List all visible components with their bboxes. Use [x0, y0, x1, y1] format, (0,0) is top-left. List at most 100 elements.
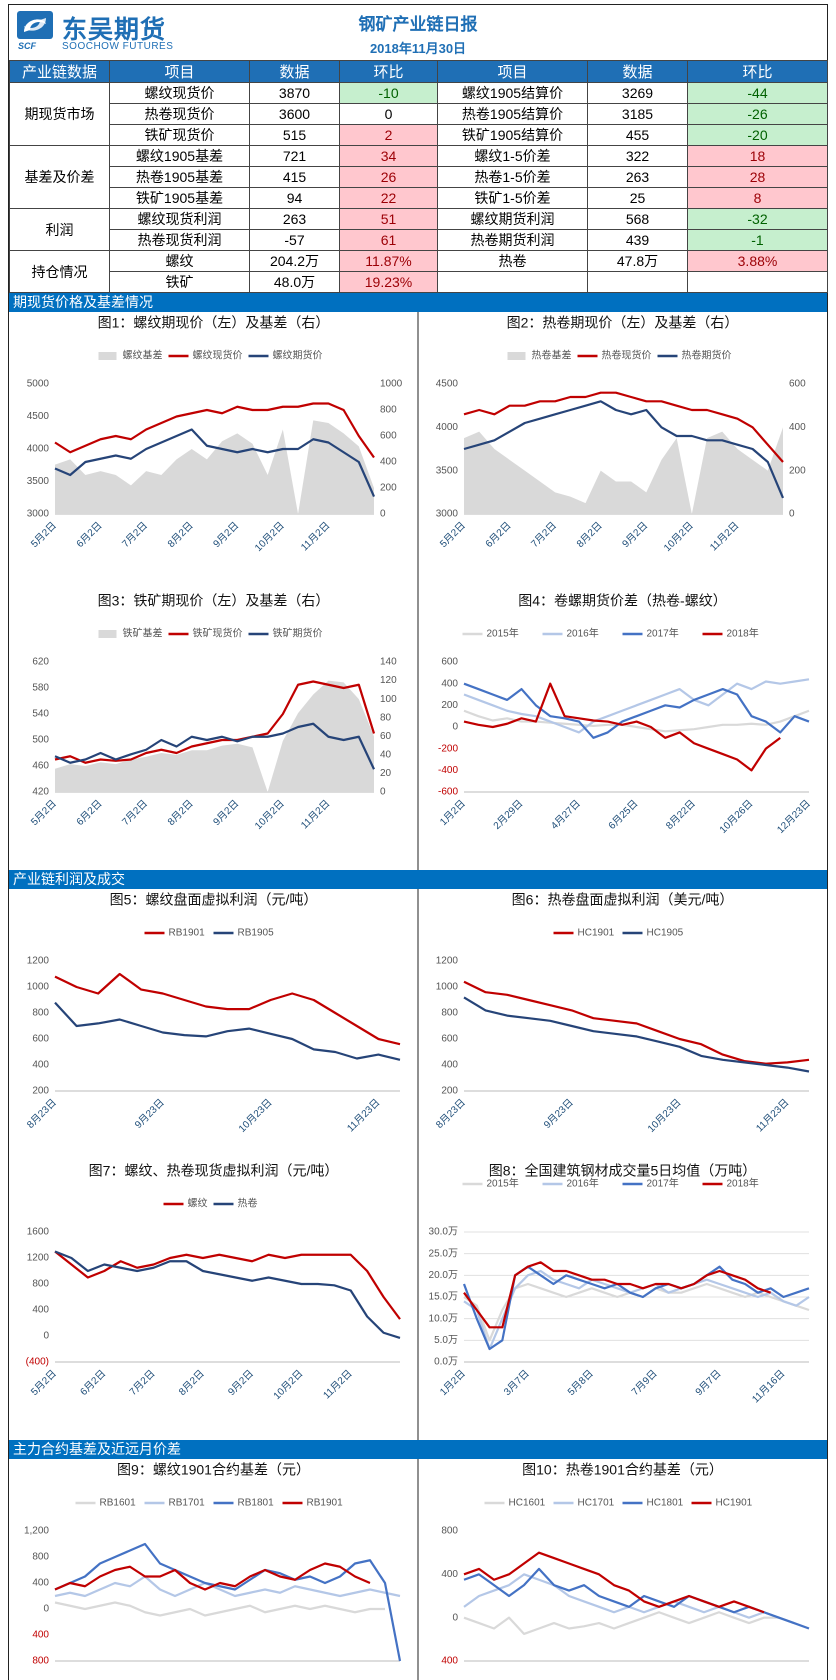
x-tick-label: 11月23日 [754, 1097, 792, 1135]
chart-title: 图6：热卷盘面虚拟利润（美元/吨） [512, 892, 734, 908]
x-tick-label: 5月2日 [28, 798, 58, 828]
y-tick-label: 200 [32, 1086, 49, 1097]
y-tick-label: 1200 [436, 956, 459, 967]
change-cell: 19.23% [339, 271, 438, 293]
y-tick-label: 3000 [436, 509, 459, 520]
x-tick-label: 3月7日 [501, 1368, 531, 1398]
legend-label: 2016年 [567, 627, 599, 640]
x-tick-label: 5月8日 [565, 1368, 595, 1398]
y-tick-label: 3500 [27, 476, 50, 487]
y-tick-label: 0 [452, 1612, 458, 1623]
y2-tick-label: 800 [380, 405, 397, 416]
x-tick-label: 11月2日 [299, 520, 333, 554]
y-tick-label: 800 [32, 1656, 49, 1667]
x-tick-label: 9月2日 [620, 520, 650, 550]
cell: 48.0万 [249, 271, 340, 293]
y-tick-label: 400 [32, 1305, 49, 1316]
table-row: 热卷现货价 3600 0 热卷1905结算价 3185 -26 [10, 103, 828, 125]
x-tick-label: 7月2日 [529, 520, 559, 550]
y-tick-label: 400 [441, 1060, 458, 1071]
table-row: 热卷现货利润 -57 61 热卷期货利润 439 -1 [10, 229, 828, 251]
y-tick-label: 400 [441, 1656, 458, 1667]
x-tick-label: 7月2日 [120, 520, 150, 550]
area [55, 420, 374, 514]
y-tick-label: 400 [441, 678, 458, 689]
y-tick-label: 30.0万 [429, 1227, 458, 1238]
logo-text: 东吴期货 [62, 16, 167, 44]
x-tick-label: 6月25日 [606, 798, 640, 832]
legend-label: 铁矿现货价 [193, 627, 243, 640]
line [463, 1611, 779, 1636]
y-tick-label: 4500 [436, 379, 459, 390]
cell: 热卷现货利润 [109, 229, 250, 251]
x-tick-label: 11月2日 [708, 520, 742, 554]
cell: 热卷1905基差 [109, 166, 250, 188]
y-tick-label: 600 [441, 657, 458, 668]
y-tick-label: 500 [32, 735, 49, 746]
section-bar: 期现货价格及基差情况 [9, 293, 827, 312]
y2-tick-label: 0 [380, 787, 386, 798]
section-bar: 产业链利润及成交 [9, 870, 827, 889]
legend-label: HC1901 [578, 928, 615, 939]
y-tick-label: 20.0万 [429, 1270, 458, 1281]
cell: 热卷期货利润 [437, 229, 588, 251]
y-tick-label: 1200 [27, 956, 50, 967]
x-tick-label: 10月23日 [236, 1097, 274, 1135]
x-tick-label: 6月2日 [74, 520, 104, 550]
line [54, 1562, 371, 1591]
legend-label: 2015年 [487, 627, 519, 640]
legend-label: 2016年 [567, 1177, 599, 1190]
legend-label: 螺纹基差 [123, 349, 163, 362]
y2-tick-label: 140 [380, 657, 397, 668]
x-tick-label: 9月7日 [693, 1368, 723, 1398]
legend-swatch [98, 352, 117, 360]
cell: 铁矿1-5价差 [437, 187, 588, 209]
x-tick-label: 11月23日 [345, 1097, 383, 1135]
y-tick-label: -600 [438, 787, 458, 798]
legend-label: RB1901 [169, 928, 206, 939]
line [54, 722, 375, 770]
chart-title: 图3：铁矿期现价（左）及基差（右） [98, 593, 330, 609]
line [463, 1551, 765, 1614]
y-tick-label: 1,200 [24, 1526, 49, 1537]
legend-label: 2018年 [727, 1177, 759, 1190]
chart-title: 图8：全国建筑钢材成交量5日均值（万吨） [489, 1163, 757, 1179]
y-tick-label: 0.0万 [434, 1357, 458, 1368]
x-tick-label: 1月2日 [437, 1368, 467, 1398]
y-tick-label: 1000 [436, 982, 459, 993]
legend-label: 热卷期货价 [682, 349, 732, 362]
x-tick-label: 9月2日 [211, 520, 241, 550]
x-tick-label: 8月23日 [25, 1097, 59, 1131]
cell: 螺纹1-5价差 [437, 145, 588, 167]
legend-label: HC1901 [716, 1498, 753, 1509]
x-tick-label: 5月2日 [437, 520, 467, 550]
y-tick-label: 1000 [27, 982, 50, 993]
header-cell: 环比 [339, 60, 438, 83]
chart-title: 图10：热卷1901合约基差（元） [522, 1462, 723, 1478]
y-tick-label: 620 [32, 657, 49, 668]
line [463, 980, 810, 1065]
line [54, 1250, 401, 1320]
line [463, 391, 784, 463]
y-tick-label: 1600 [27, 1227, 50, 1238]
change-cell: -32 [687, 208, 828, 230]
y-tick-label: 10.0万 [429, 1313, 458, 1324]
change-cell: -1 [687, 229, 828, 251]
y2-tick-label: 60 [380, 731, 392, 742]
line [54, 1250, 401, 1339]
legend-label: 2018年 [727, 627, 759, 640]
y-tick-label: -200 [438, 743, 458, 754]
change-cell: -26 [687, 103, 828, 125]
x-tick-label: 12月23日 [775, 798, 813, 836]
y-tick-label: 3500 [436, 465, 459, 476]
x-tick-label: 8月2日 [165, 520, 195, 550]
line [463, 1573, 795, 1625]
legend-label: RB1801 [238, 1498, 275, 1509]
change-cell: 8 [687, 187, 828, 209]
x-tick-label: 9月2日 [226, 1368, 256, 1398]
cell: 螺纹1905基差 [109, 145, 250, 167]
line [463, 682, 781, 772]
x-tick-label: 6月2日 [74, 798, 104, 828]
